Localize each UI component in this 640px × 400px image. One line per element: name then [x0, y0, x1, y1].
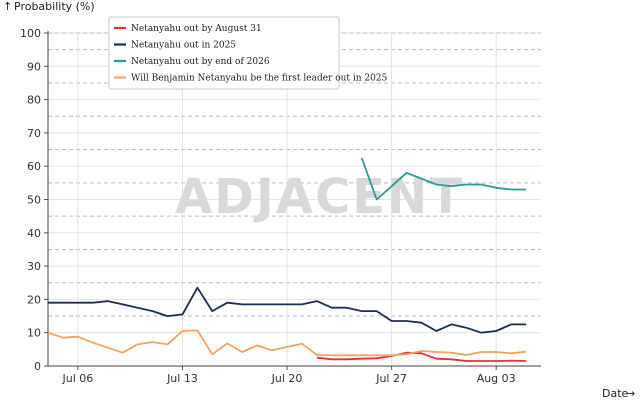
y-tick-label: 100	[20, 27, 41, 40]
series-lines	[47, 157, 527, 362]
legend-label-1: Netanyahu out by August 31	[131, 24, 262, 34]
y-axis-arrow: ↑	[3, 0, 12, 13]
legend: Netanyahu out by August 31 Netanyahu out …	[108, 16, 388, 90]
x-tick-label: Jul 06	[61, 372, 93, 385]
x-tick-label: Jul 27	[375, 372, 407, 385]
y-tick-label: 20	[27, 293, 41, 306]
legend-label-4: Will Benjamin Netanyahu be the first lea…	[131, 74, 388, 84]
y-tick-label: 0	[34, 360, 41, 373]
y-tick-label: 50	[27, 194, 41, 207]
y-tick-label: 70	[27, 127, 41, 140]
watermark: ADJACENT	[175, 169, 464, 225]
series-line-3	[360, 157, 527, 201]
legend-box	[108, 16, 340, 90]
series-line-4	[47, 329, 527, 357]
y-axis-title: Probability (%)	[14, 0, 95, 13]
legend-label-2: Netanyahu out in 2025	[131, 41, 236, 51]
y-tick-label: 10	[27, 327, 41, 340]
x-tick-label: Jul 20	[271, 372, 303, 385]
y-tick-label: 60	[27, 160, 41, 173]
y-tick-label: 90	[27, 60, 41, 73]
axis-titles: ↑ Probability (%) Date →	[3, 0, 635, 400]
y-tick-label: 80	[27, 94, 41, 107]
x-axis-arrow: →	[626, 387, 635, 400]
series-line-2	[48, 286, 527, 334]
axes: 0 10 20 30 40 50 60 70 80 90 100 Jul 06 Jul 13 Jul 20…	[20, 27, 541, 385]
x-tick-label: Aug 03	[477, 372, 516, 385]
legend-label-3: Netanyahu out by end of 2026	[131, 57, 270, 67]
x-tick-label: Jul 13	[166, 372, 198, 385]
y-tick-label: 40	[27, 227, 41, 240]
series-line-1	[316, 351, 527, 362]
y-tick-label: 30	[27, 260, 41, 273]
x-axis-title: Date	[602, 387, 629, 400]
